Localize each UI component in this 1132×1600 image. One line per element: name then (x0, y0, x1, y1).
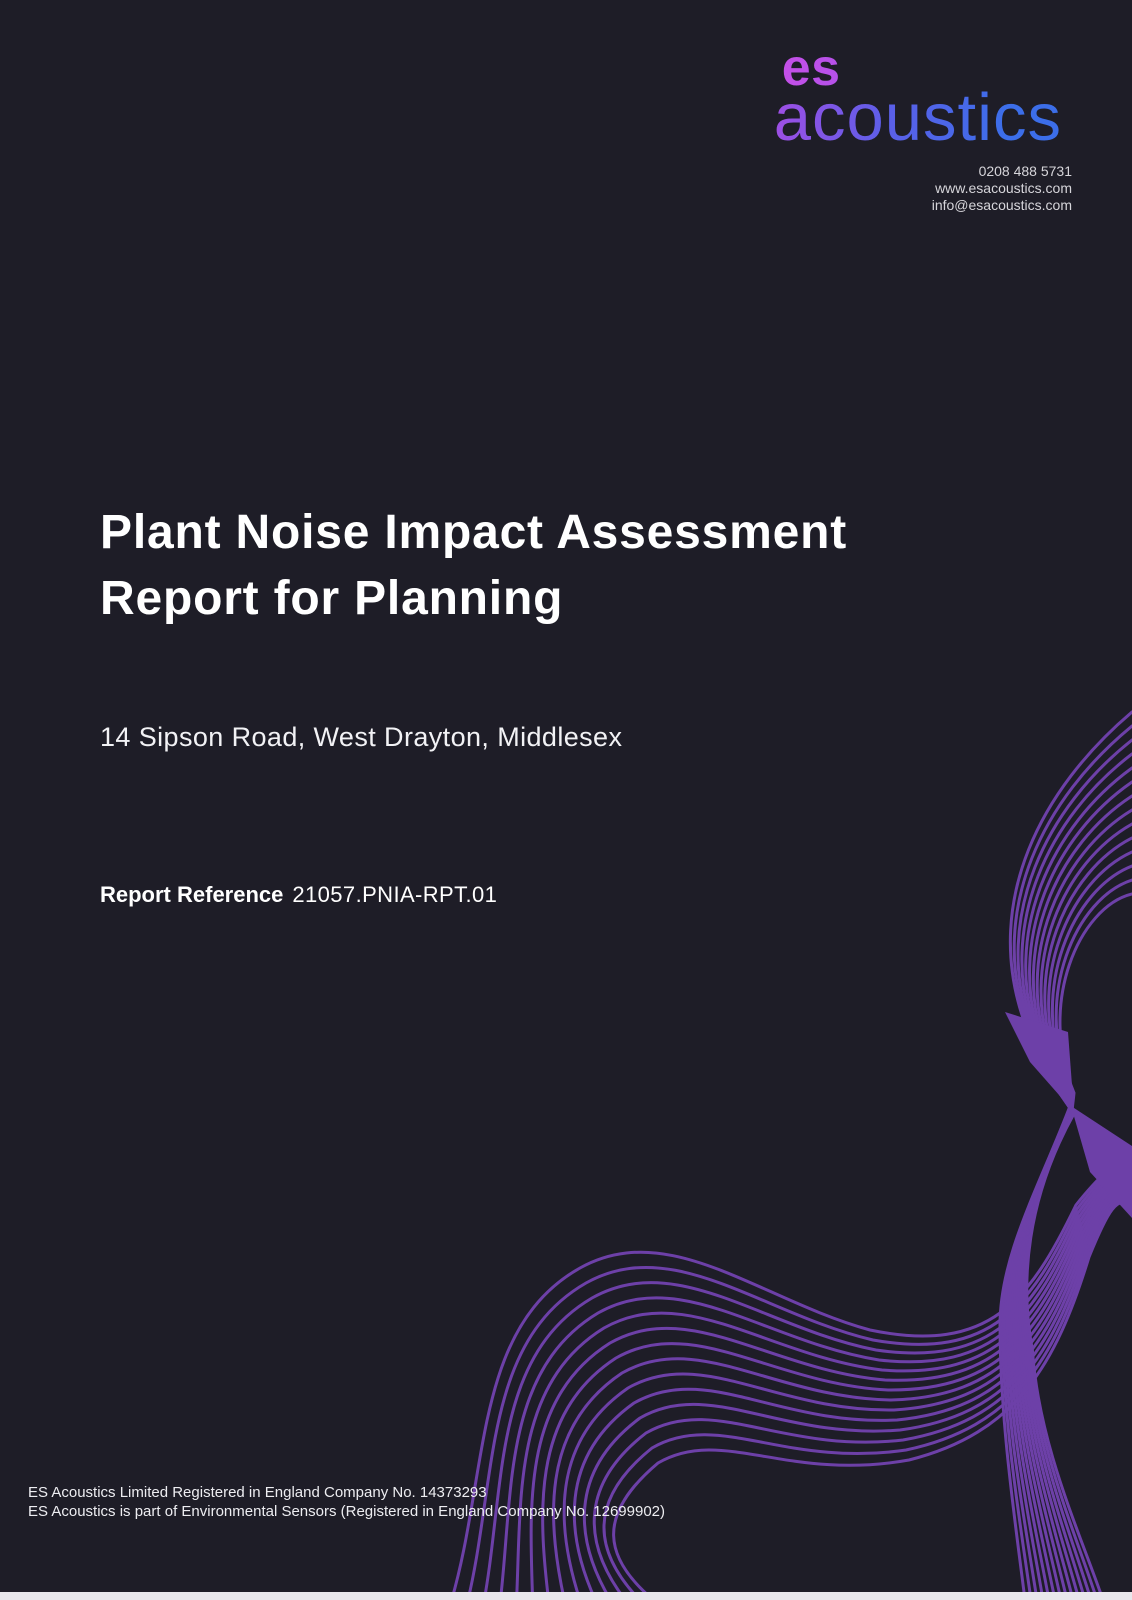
company-registration-footer: ES Acoustics Limited Registered in Engla… (28, 1483, 665, 1521)
bottom-edge-strip (0, 1592, 1132, 1600)
page-title: Plant Noise Impact Assessment Report for… (100, 500, 1000, 632)
page-title-line2: Report for Planning (100, 572, 564, 626)
site-address: 14 Sipson Road, West Drayton, Middlesex (100, 722, 623, 752)
contact-info: 0208 488 5731 www.esacoustics.com info@e… (932, 163, 1072, 214)
footer-line2: ES Acoustics is part of Environmental Se… (28, 1503, 666, 1520)
report-reference: Report Reference 21057.PNIA-RPT.01 (100, 882, 497, 908)
footer-line1: ES Acoustics Limited Registered in Engla… (28, 1484, 487, 1501)
page-title-line1: Plant Noise Impact Assessment (100, 506, 848, 560)
website-link[interactable]: www.esacoustics.com (935, 180, 1072, 196)
report-reference-label: Report Reference (100, 882, 284, 907)
logo-text-acoustics: acoustics (773, 80, 1062, 155)
company-logo: es acoustics (774, 42, 1062, 151)
report-reference-value: 21057.PNIA-RPT.01 (292, 882, 498, 907)
phone-number: 0208 488 5731 (978, 163, 1072, 179)
logo-text-es: es (774, 42, 1062, 94)
email-link[interactable]: info@esacoustics.com (931, 197, 1072, 213)
